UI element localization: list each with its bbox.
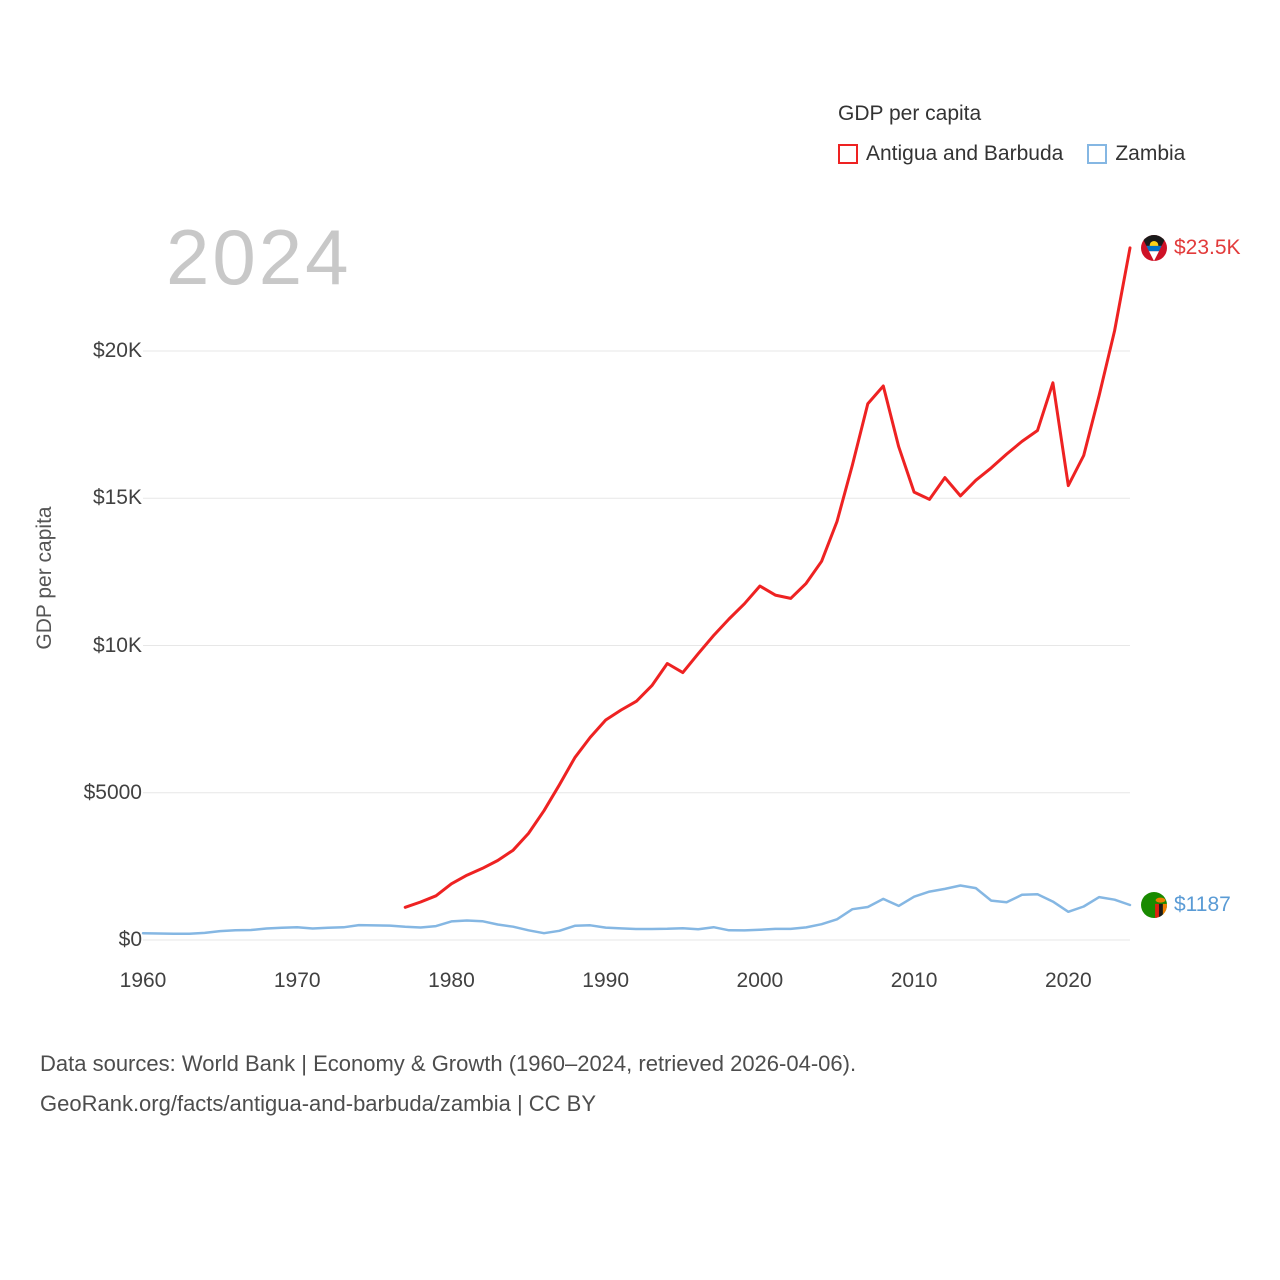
end-label-value-zambia: $1187 [1174, 893, 1231, 917]
x-tick-label: 2010 [890, 969, 938, 992]
y-tick-label: $15K [92, 486, 142, 510]
legend-items: Antigua and Barbuda Zambia [838, 142, 1258, 166]
x-tick-label: 2000 [736, 969, 784, 992]
legend-swatch-icon [838, 144, 858, 164]
source-line-1: Data sources: World Bank | Economy & Gro… [40, 1051, 857, 1076]
legend-item-label: Antigua and Barbuda [866, 142, 1064, 165]
data-source-note: Data sources: World Bank | Economy & Gro… [40, 1044, 856, 1124]
end-label-value-antigua: $23.5K [1174, 235, 1241, 259]
zambia-flag-icon [1141, 892, 1167, 919]
y-tick-label: $20K [92, 339, 142, 362]
legend-item-label: Zambia [1115, 142, 1186, 165]
legend-swatch-icon [1087, 144, 1108, 164]
antigua-and-barbuda-flag-icon [1141, 234, 1167, 261]
series-line-zambia [141, 884, 1132, 936]
series-line-antigua-and-barbuda [403, 246, 1132, 909]
x-tick-label: 1970 [273, 969, 321, 992]
x-tick-label: 2020 [1044, 969, 1092, 992]
legend-item-antigua-and-barbuda[interactable]: Antigua and Barbuda [838, 142, 1063, 166]
x-tick-label: 1960 [119, 969, 167, 992]
end-label-zambia: $1187 [1141, 891, 1231, 919]
y-tick-label: $10K [92, 633, 142, 657]
legend: GDP per capita Antigua and Barbuda Zambia [838, 102, 1258, 166]
end-label-antigua-and-barbuda: $23.5K [1141, 234, 1241, 262]
source-line-2: GeoRank.org/facts/antigua-and-barbuda/za… [40, 1091, 597, 1116]
y-axis-title: GDP per capita [33, 506, 56, 650]
x-tick-label: 1990 [582, 969, 630, 992]
x-tick-label: 1980 [428, 969, 475, 992]
y-tick-label: $0 [118, 928, 142, 951]
watermark-year: 2024 [166, 213, 352, 301]
legend-title: GDP per capita [838, 102, 982, 125]
legend-item-zambia[interactable]: Zambia [1087, 142, 1185, 166]
y-tick-label: $5000 [83, 780, 142, 804]
